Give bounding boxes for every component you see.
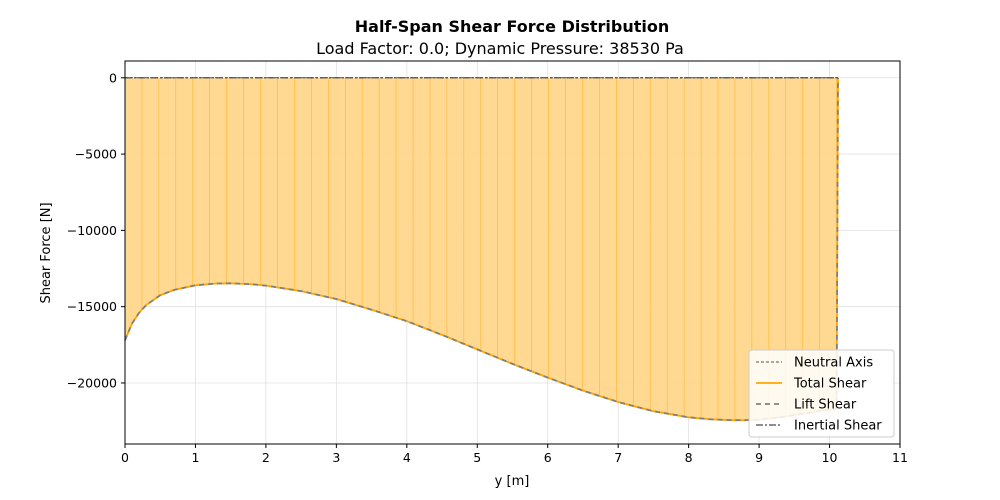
x-tick-label: 6	[544, 450, 552, 465]
x-tick-label: 8	[685, 450, 693, 465]
x-tick-label: 11	[892, 450, 908, 465]
x-tick-label: 5	[473, 450, 481, 465]
shear-area	[125, 77, 838, 421]
legend-label: Total Shear	[793, 377, 867, 392]
y-tick-label: 0	[109, 70, 117, 85]
y-tick-label: −5000	[75, 147, 117, 162]
x-tick-label: 1	[191, 450, 199, 465]
legend-label: Neutral Axis	[794, 356, 873, 371]
y-axis-label: Shear Force [N]	[39, 202, 54, 303]
x-axis-ticks: 0 1 2 3 4 5 6 7 8 9 10 11	[121, 444, 908, 465]
x-tick-label: 4	[403, 450, 411, 465]
x-tick-label: 3	[332, 450, 340, 465]
y-axis-ticks: 0 −5000 −10000 −15000 −20000	[67, 70, 125, 390]
y-tick-label: −20000	[67, 375, 117, 390]
legend-box	[748, 349, 895, 438]
plot-frame	[124, 60, 901, 445]
x-tick-label: 10	[822, 450, 838, 465]
x-tick-label: 2	[262, 450, 270, 465]
y-tick-label: −15000	[67, 299, 117, 314]
legend-label: Lift Shear	[794, 398, 857, 413]
chart-subtitle: Load Factor: 0.0; Dynamic Pressure: 3853…	[316, 39, 684, 58]
chart-title: Half-Span Shear Force Distribution	[355, 17, 670, 36]
y-tick-label: −10000	[67, 223, 117, 238]
x-tick-label: 9	[755, 450, 763, 465]
x-tick-label: 0	[121, 450, 129, 465]
legend-label: Inertial Shear	[794, 419, 882, 434]
x-tick-label: 7	[614, 450, 622, 465]
shear-fill	[124, 77, 838, 421]
legend: Neutral Axis Total Shear Lift Shear Inertia…	[748, 349, 895, 438]
x-axis-label: y [m]	[495, 474, 530, 489]
